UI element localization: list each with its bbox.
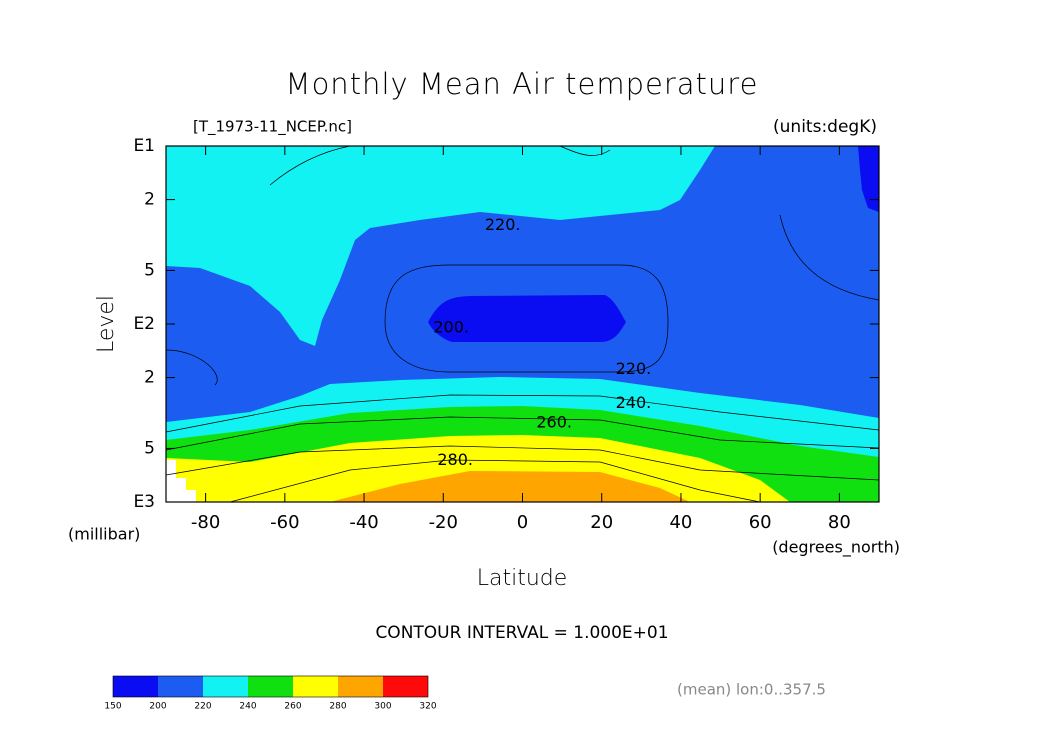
y-tick-label: E2 — [133, 314, 155, 334]
contour-label: 240. — [616, 393, 652, 412]
x-tick-label: -60 — [270, 512, 299, 533]
contour-line — [229, 459, 761, 503]
colorbar-swatch — [338, 676, 383, 697]
colorbar-swatch — [383, 676, 428, 697]
x-tick-label: -80 — [191, 512, 220, 533]
missing-data — [166, 460, 196, 502]
contour-line — [165, 394, 880, 433]
colorbar-label: 240 — [239, 702, 256, 712]
contour-line — [165, 349, 218, 386]
contour-band — [428, 295, 626, 342]
contour-label: 280. — [437, 450, 473, 469]
contour-band — [858, 146, 879, 212]
y-tick-label: E1 — [133, 136, 155, 156]
x-tick-label: 60 — [749, 512, 772, 533]
contour-line — [165, 416, 880, 451]
colorbar-label: 150 — [104, 702, 121, 712]
contour-line — [269, 145, 351, 186]
colorbar-swatch — [158, 676, 203, 697]
colorbar-swatch — [203, 676, 248, 697]
y-tick-label: E3 — [133, 492, 155, 512]
contour-line — [559, 145, 611, 156]
colorbar-label: 260 — [284, 702, 301, 712]
contour-line — [779, 214, 880, 301]
contour-band — [166, 146, 715, 346]
x-tick-label: 40 — [669, 512, 692, 533]
chart-title: Monthly Mean Air temperature — [286, 67, 759, 101]
plot-area: 220. 200. 220. 240. 260. 280. — [165, 145, 880, 503]
colorbar-label: 300 — [374, 702, 391, 712]
contour-label: 260. — [536, 413, 572, 432]
x-axis-unit: (degrees_north) — [772, 538, 900, 558]
y-tick-label: 5 — [144, 260, 155, 280]
colorbar-label: 200 — [149, 702, 166, 712]
colorbar-label: 280 — [329, 702, 346, 712]
x-tick-label: -20 — [429, 512, 458, 533]
x-axis-label: Latitude — [477, 566, 568, 591]
y-axis-label: Level — [94, 295, 119, 353]
colorbar-label: 320 — [419, 702, 436, 712]
colorbar-swatch — [248, 676, 293, 697]
colorbar-swatch — [113, 676, 158, 697]
y-tick-label: 2 — [144, 190, 155, 210]
contour-label: 220. — [485, 215, 521, 234]
file-name: [T_1973-11_NCEP.nc] — [193, 118, 352, 137]
colorbar-label: 220 — [194, 702, 211, 712]
x-tick-label: 0 — [517, 512, 528, 533]
x-tick-label: 20 — [590, 512, 613, 533]
y-tick-label: 2 — [144, 368, 155, 388]
x-tick-label: -40 — [349, 512, 378, 533]
contour-label: 200. — [433, 317, 469, 336]
units: (units:degK) — [773, 117, 877, 137]
contour-interval: CONTOUR INTERVAL = 1.000E+01 — [375, 623, 668, 643]
contour-line — [165, 445, 880, 481]
contour-line — [384, 264, 669, 373]
y-tick-label: 5 — [144, 438, 155, 458]
contour-label: 220. — [616, 359, 652, 378]
x-tick-label: 80 — [828, 512, 851, 533]
contour-band — [330, 471, 690, 502]
colorbar-frame — [112, 675, 429, 698]
colorbar-swatch — [293, 676, 338, 697]
y-axis-unit: (millibar) — [68, 525, 140, 544]
note: (mean) lon:0..357.5 — [677, 681, 826, 699]
